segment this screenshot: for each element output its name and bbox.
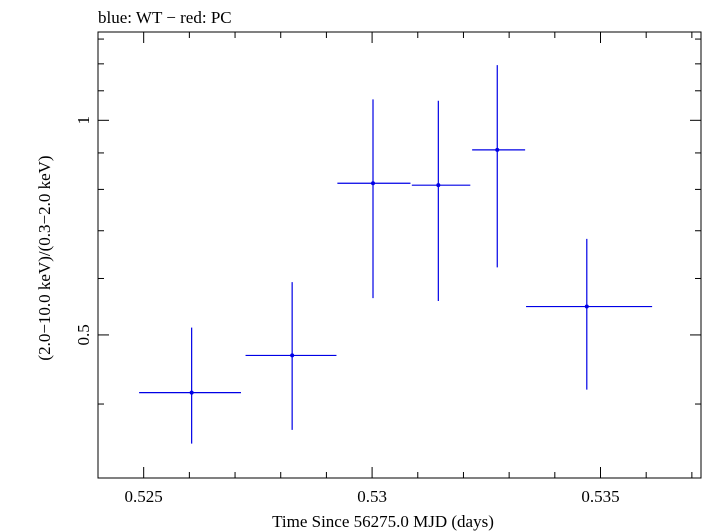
point-marker [290,353,295,358]
data-point [526,238,653,390]
point-marker [371,181,376,186]
x-axis-ticks: 0.525 0.53 0.535 [97,32,693,506]
data-point [139,327,241,444]
point-marker [495,147,500,152]
y-tick-label: 0.5 [74,324,93,345]
x-tick-label: 0.525 [125,487,163,506]
x-axis-label: Time Since 56275.0 MJD (days) [272,512,494,531]
y-axis-label: (2.0−10.0 keV)/(0.3−2.0 keV) [35,155,54,360]
y-axis-ticks: 0.51 [74,38,701,405]
data-point [337,99,411,299]
x-tick-label: 0.53 [357,487,387,506]
data-series [139,65,653,444]
point-marker [189,390,194,395]
plot-frame [97,31,702,479]
x-tick-label: 0.535 [581,487,619,506]
data-point [245,282,337,430]
data-point [472,65,526,268]
series-wt [139,65,653,444]
chart-title: blue: WT − red: PC [98,8,232,27]
point-marker [584,304,589,309]
point-marker [436,183,441,188]
y-tick-label: 1 [74,116,93,125]
data-point [411,100,471,301]
